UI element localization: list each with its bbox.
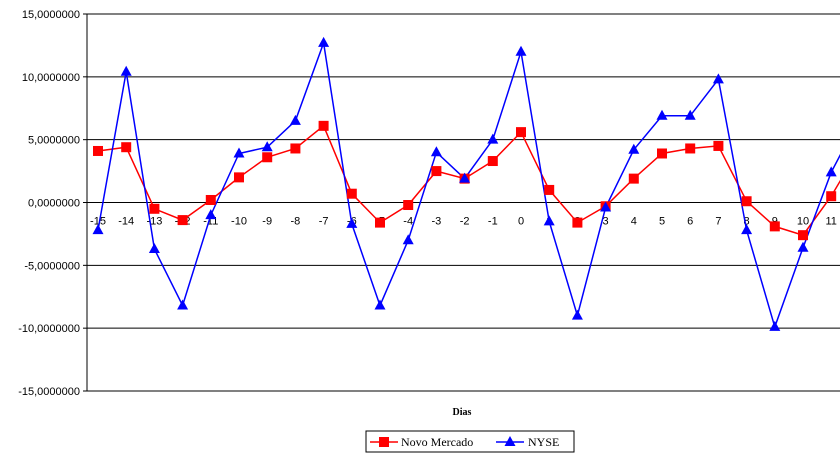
point-novo-mercado: [685, 143, 696, 154]
legend-label-nyse: NYSE: [528, 435, 559, 449]
point-novo-mercado: [262, 152, 273, 163]
point-novo-mercado: [149, 203, 160, 214]
point-nyse: [148, 242, 160, 253]
x-tick-label: 10: [797, 216, 809, 228]
x-tick-label: -7: [319, 216, 329, 228]
x-tick-label: 3: [603, 216, 609, 228]
y-tick-label: -15,0000000: [18, 386, 80, 398]
x-tick-label: -9: [262, 216, 272, 228]
point-novo-mercado: [487, 156, 498, 167]
point-nyse: [374, 299, 386, 310]
point-novo-mercado: [403, 200, 414, 211]
point-nyse: [205, 209, 217, 220]
y-tick-label: -10,0000000: [18, 323, 80, 335]
point-nyse: [318, 36, 330, 47]
point-nyse: [825, 166, 837, 177]
point-nyse: [261, 141, 273, 152]
point-novo-mercado: [741, 196, 752, 207]
x-tick-label: -1: [488, 216, 498, 228]
x-tick-label: 8: [744, 216, 750, 228]
legend-marker-nyse: [504, 436, 516, 446]
legend-marker-novo-mercado: [379, 437, 389, 447]
point-novo-mercado: [713, 140, 724, 151]
point-nyse: [120, 65, 132, 76]
point-nyse: [346, 217, 358, 228]
point-nyse: [459, 172, 471, 183]
x-axis-label: Dias: [453, 407, 472, 418]
point-novo-mercado: [234, 172, 244, 183]
legend: Novo Mercado NYSE: [365, 430, 575, 453]
x-tick-label: 7: [715, 216, 721, 228]
x-tick-label: -8: [291, 216, 301, 228]
y-tick-label: -5,0000000: [24, 260, 80, 272]
point-novo-mercado: [205, 194, 216, 205]
point-novo-mercado: [798, 230, 808, 241]
point-nyse: [797, 241, 809, 252]
point-nyse: [177, 299, 189, 310]
point-nyse: [92, 224, 104, 235]
point-nyse: [628, 143, 640, 154]
point-nyse: [543, 215, 555, 226]
point-novo-mercado: [318, 120, 329, 131]
point-nyse: [656, 109, 668, 120]
point-nyse: [233, 147, 245, 158]
x-tick-label: 4: [631, 216, 637, 228]
x-tick-label: 5: [659, 216, 665, 228]
point-novo-mercado: [346, 188, 357, 199]
x-tick-label: -14: [118, 216, 134, 228]
point-novo-mercado: [516, 127, 526, 138]
x-tick-label: 6: [687, 216, 693, 228]
y-tick-label: 0,0000000: [28, 198, 80, 210]
point-nyse: [515, 45, 527, 56]
point-novo-mercado: [826, 191, 837, 202]
x-tick-label: -2: [460, 216, 470, 228]
point-nyse: [769, 320, 781, 331]
grid: [87, 13, 840, 392]
point-nyse: [289, 114, 301, 125]
point-nyse: [712, 73, 724, 84]
y-axis: 15,0000000 10,0000000 5,0000000 0,0000000 -5…: [18, 9, 88, 398]
x-tick-label: 11: [825, 216, 836, 228]
y-tick-label: 5,0000000: [28, 135, 80, 147]
legend-label-novo-mercado: Novo Mercado: [401, 435, 473, 449]
point-novo-mercado: [657, 148, 667, 159]
point-nyse: [684, 109, 696, 120]
point-novo-mercado: [572, 217, 583, 228]
x-tick-label: 0: [518, 216, 524, 228]
legend-box: [365, 430, 575, 453]
point-novo-mercado: [93, 145, 103, 156]
point-nyse: [600, 201, 612, 212]
point-nyse: [571, 309, 583, 320]
x-tick-label: -15: [90, 216, 106, 228]
point-nyse: [741, 224, 753, 235]
point-novo-mercado: [290, 143, 301, 154]
x-tick-label: -4: [403, 216, 413, 228]
point-novo-mercado: [375, 217, 385, 228]
point-novo-mercado: [544, 184, 555, 195]
point-nyse: [487, 133, 499, 144]
x-tick-label: -3: [432, 216, 442, 228]
series-group: [92, 36, 840, 331]
x-axis: -15-14-13-12-11-10-9-8-7-6-5-4-3-2-10123…: [90, 216, 837, 228]
point-novo-mercado: [628, 173, 639, 184]
point-nyse: [430, 146, 442, 157]
point-novo-mercado: [769, 221, 780, 232]
x-tick-label: -10: [231, 216, 247, 228]
point-novo-mercado: [431, 166, 442, 177]
point-novo-mercado: [177, 215, 188, 226]
point-novo-mercado: [121, 142, 132, 153]
point-nyse: [402, 234, 414, 245]
y-tick-label: 10,0000000: [22, 72, 80, 84]
y-tick-label: 15,0000000: [22, 9, 80, 21]
